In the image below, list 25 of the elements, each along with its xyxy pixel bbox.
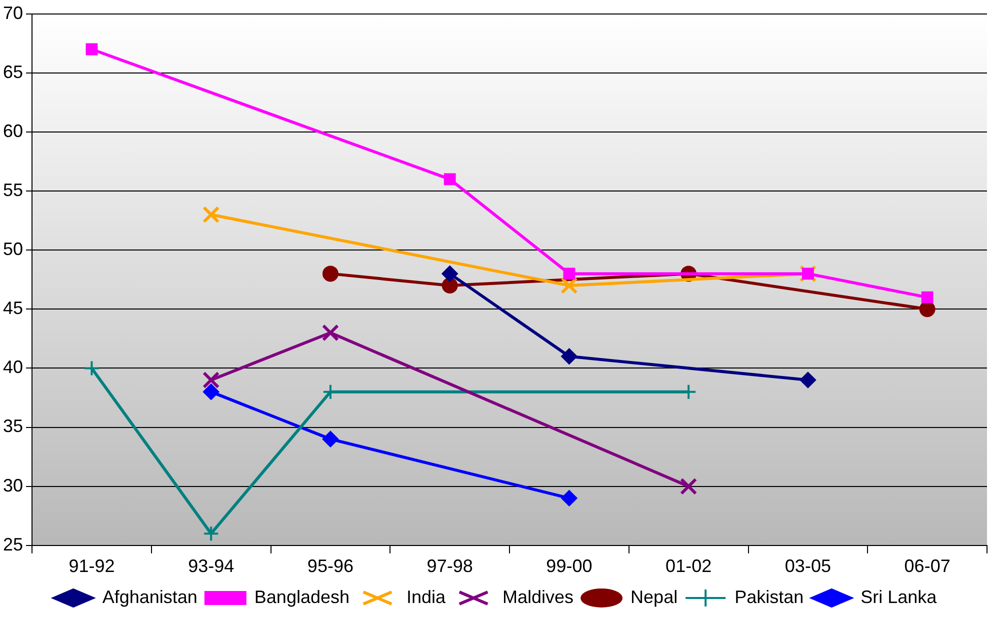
x-tick-label: 06-07 — [904, 556, 950, 576]
x-tick-label: 95-96 — [307, 556, 354, 576]
x-tick-label: 03-05 — [784, 556, 831, 576]
x-tick-label: 93-94 — [188, 556, 234, 576]
x-tick-label: 01-02 — [666, 556, 712, 576]
legend-label: Bangladesh — [254, 586, 350, 607]
legend-label: Sri Lanka — [860, 586, 938, 607]
legend-label: India — [406, 586, 447, 607]
legend-label: Nepal — [630, 586, 678, 607]
y-tick-label: 25 — [2, 534, 24, 554]
legend-label: Maldives — [502, 586, 574, 607]
legend-label: Pakistan — [734, 586, 804, 607]
y-tick-label: 30 — [2, 475, 24, 496]
x-tick-label: 91-92 — [68, 556, 115, 576]
y-tick-label: 40 — [2, 357, 24, 378]
y-tick-label: 35 — [2, 416, 24, 436]
y-tick-label: 55 — [2, 180, 24, 200]
y-tick-label: 70 — [2, 2, 24, 23]
y-tick-label: 50 — [2, 239, 24, 260]
x-tick-label: 97-98 — [426, 556, 473, 576]
y-tick-label: 45 — [2, 298, 24, 318]
y-tick-label: 65 — [2, 62, 24, 82]
x-tick-label: 99-00 — [546, 556, 592, 576]
legend-label: Afghanistan — [102, 586, 198, 607]
y-tick-label: 60 — [2, 120, 24, 141]
